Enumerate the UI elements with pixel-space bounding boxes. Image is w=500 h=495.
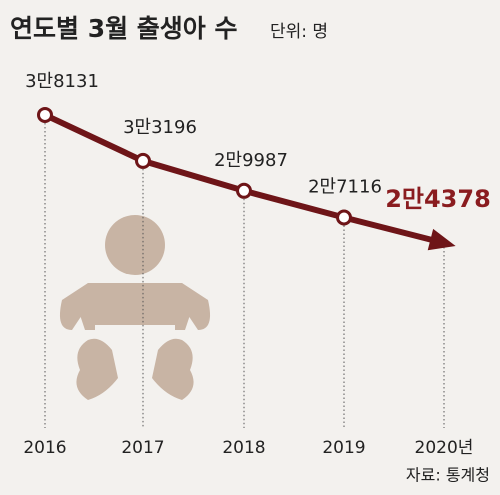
value-label: 2만9987 bbox=[214, 150, 288, 171]
arrow-head bbox=[427, 228, 456, 251]
source: 자료: 통계청 bbox=[406, 466, 490, 485]
chart-subtitle: 단위: 명 bbox=[270, 22, 328, 42]
point bbox=[336, 209, 352, 226]
value-label: 3만8131 bbox=[25, 71, 99, 92]
x-tick-label: 2017 bbox=[121, 438, 164, 458]
x-tick-label: 2020년 bbox=[415, 438, 474, 458]
point bbox=[37, 106, 53, 123]
baby-icon bbox=[59, 215, 211, 400]
value-label: 2만7116 bbox=[308, 177, 382, 198]
x-tick-label: 2019 bbox=[322, 438, 365, 458]
x-tick-label: 2018 bbox=[222, 438, 265, 458]
point bbox=[135, 152, 151, 169]
value-label: 2만4378 bbox=[385, 185, 491, 213]
x-tick-label: 2016 bbox=[23, 438, 66, 458]
chart-title: 연도별 3월 출생아 수 bbox=[10, 14, 238, 43]
value-label: 3만3196 bbox=[123, 117, 197, 138]
point bbox=[236, 182, 252, 199]
